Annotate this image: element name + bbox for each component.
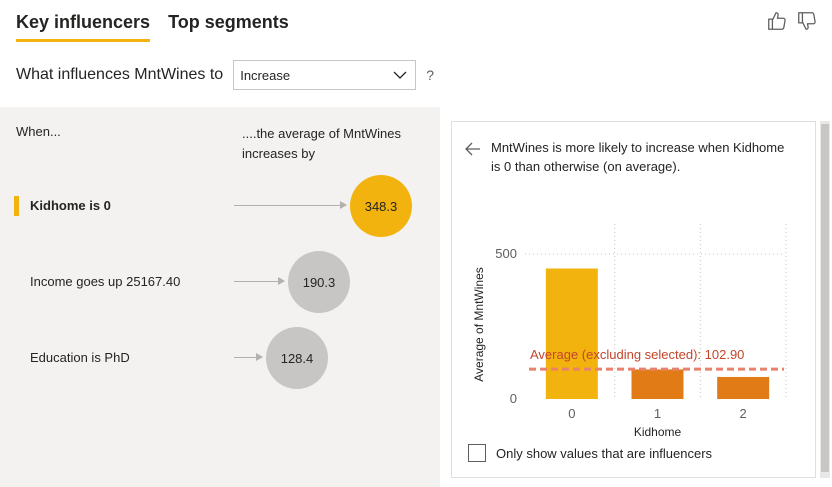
question-label: What influences MntWines to: [16, 66, 224, 83]
influencer-bubble[interactable]: 128.4: [266, 327, 328, 389]
tab-bar: Key influencers Top segments: [16, 12, 289, 42]
back-arrow-icon[interactable]: [465, 142, 481, 156]
direction-select[interactable]: Increase: [233, 60, 417, 90]
tab-key-influencers[interactable]: Key influencers: [16, 12, 151, 42]
influencer-list-panel: When... ....the average of MntWines incr…: [0, 107, 440, 487]
influencer-detail-panel: MntWines is more likely to increase when…: [451, 121, 816, 478]
influencer-arrow: [234, 201, 347, 209]
question-row: What influences MntWines to Increase ?: [16, 60, 434, 90]
help-icon[interactable]: ?: [426, 67, 434, 83]
chevron-down-icon: [393, 68, 407, 83]
influencer-explanation: MntWines is more likely to increase when…: [491, 140, 785, 174]
scrollbar-thumb[interactable]: [821, 124, 829, 472]
only-influencers-checkbox[interactable]: [468, 444, 486, 462]
influencer-arrow: [234, 277, 285, 285]
influencer-bubble[interactable]: 348.3: [350, 175, 412, 237]
only-influencers-label: Only show values that are influencers: [496, 445, 713, 461]
y-tick-label: 500: [495, 246, 517, 261]
column-header-average: ....the average of MntWines increases by: [242, 126, 401, 161]
average-line-label: Average (excluding selected): 102.90: [530, 347, 744, 362]
column-header-when: When...: [16, 124, 61, 139]
bar-kidhome-0: [545, 268, 598, 399]
selected-marker: [14, 196, 19, 216]
bar-kidhome-2: [717, 376, 770, 399]
x-tick-label: 2: [740, 406, 747, 421]
only-influencers-toggle[interactable]: Only show values that are influencers: [468, 444, 712, 462]
x-axis-title: Kidhome: [634, 425, 682, 439]
x-tick-label: 1: [654, 406, 661, 421]
x-tick-label: 0: [568, 406, 575, 421]
y-tick-label: 0: [510, 391, 517, 406]
direction-select-value: Increase: [240, 67, 291, 83]
panel-scrollbar[interactable]: [820, 121, 830, 478]
y-axis-title: Average of MntWines: [472, 267, 486, 382]
bar-kidhome-1: [631, 369, 684, 399]
feedback-buttons: [766, 10, 818, 32]
influencer-arrow: [234, 353, 263, 361]
thumbs-up-icon[interactable]: [766, 10, 788, 32]
influencer-label: Kidhome is 0: [30, 198, 111, 213]
detail-bar-chart: 0 500 0 1 2 Average (excluding selected): 102…: [472, 224, 787, 439]
influencer-row[interactable]: Income goes up 25167.40 190.3: [0, 250, 440, 314]
influencer-bubble[interactable]: 190.3: [288, 251, 350, 313]
influencer-label: Income goes up 25167.40: [30, 274, 181, 289]
influencer-row[interactable]: Education is PhD 128.4: [0, 326, 440, 390]
influencer-label: Education is PhD: [30, 350, 130, 365]
thumbs-down-icon[interactable]: [796, 10, 818, 32]
tab-top-segments[interactable]: Top segments: [168, 12, 289, 32]
influencer-row[interactable]: Kidhome is 0 348.3: [0, 174, 440, 238]
